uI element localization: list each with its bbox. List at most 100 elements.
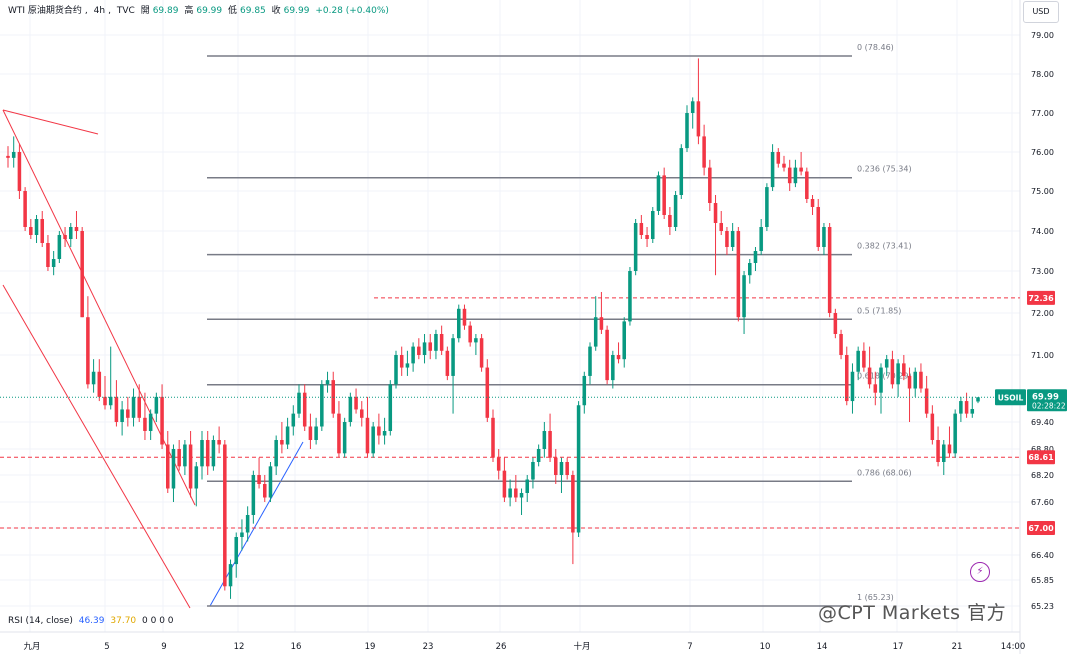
candle-body xyxy=(782,163,786,168)
candle-body xyxy=(770,152,775,188)
fib-level-label: 0.5 (71.85) xyxy=(857,306,901,315)
candle-body xyxy=(645,235,649,239)
candle-body xyxy=(97,371,102,397)
candle-body xyxy=(656,175,661,211)
candle-body xyxy=(890,359,895,385)
x-tick-label: 14 xyxy=(817,642,828,652)
countdown-label: 02:28:22 xyxy=(1032,401,1066,410)
candle-body xyxy=(143,417,147,431)
candle-body xyxy=(759,227,763,251)
candle-body xyxy=(816,207,821,247)
interval[interactable]: 4h xyxy=(93,6,106,16)
fib-level-label: 0.236 (75.34) xyxy=(857,165,912,174)
candle-body xyxy=(628,271,632,322)
candle-body xyxy=(217,440,221,445)
candle-body xyxy=(262,484,267,498)
candle-body xyxy=(964,401,969,414)
candle-body xyxy=(411,346,415,364)
candle-body xyxy=(91,371,96,385)
candle-body xyxy=(690,101,695,113)
y-tick-label: 67.60 xyxy=(1031,498,1054,507)
candle-body xyxy=(742,275,746,318)
candle-body xyxy=(194,466,199,489)
candle-body xyxy=(251,475,256,515)
candle-body xyxy=(525,479,530,493)
candle-body xyxy=(240,532,244,537)
candle-body xyxy=(103,396,107,406)
candle-body xyxy=(622,321,627,360)
candle-body xyxy=(553,457,558,475)
candle-body xyxy=(787,167,792,184)
candle-body xyxy=(211,440,216,467)
candle-body xyxy=(884,359,889,368)
candle-body xyxy=(514,488,518,498)
candle-body xyxy=(165,444,170,489)
x-tick-label: 十月 xyxy=(573,641,590,652)
candle-body xyxy=(291,413,296,427)
y-tick-label: 74.00 xyxy=(1031,227,1054,236)
open-value: 69.89 xyxy=(152,6,179,16)
y-tick-label: 68.20 xyxy=(1031,471,1054,480)
candle-body xyxy=(907,375,912,389)
close-value: 69.99 xyxy=(283,6,310,16)
price-tag xyxy=(1027,290,1055,305)
candle-body xyxy=(559,462,564,475)
candle-body xyxy=(474,338,478,343)
candle-body xyxy=(325,380,330,385)
candle-body xyxy=(702,136,706,168)
candle-body xyxy=(314,426,318,440)
candle-body xyxy=(924,388,929,414)
low-value: 69.85 xyxy=(240,6,266,16)
candle-body xyxy=(257,475,261,484)
candle-body xyxy=(365,417,370,454)
candle-body xyxy=(439,334,444,351)
candle-body xyxy=(63,235,67,239)
candle-body xyxy=(399,355,404,368)
close-label: 收 xyxy=(271,6,281,16)
x-tick-label: 14:00 xyxy=(1001,642,1026,652)
y-tick-label: 71.00 xyxy=(1031,351,1054,360)
candle-body xyxy=(445,350,450,376)
rsi-label[interactable]: RSI (14, close) xyxy=(8,616,73,626)
candle-body xyxy=(68,227,73,239)
lightning-icon[interactable]: ⚡ xyxy=(970,562,990,582)
candle-body xyxy=(354,396,358,410)
price-tag xyxy=(1027,450,1055,465)
candle-body xyxy=(719,223,724,231)
candle-body xyxy=(462,308,467,326)
y-tick-label: 78.00 xyxy=(1031,70,1054,79)
candle-body xyxy=(531,462,535,480)
candle-body xyxy=(126,409,130,418)
candle-body xyxy=(947,444,952,454)
candle-body xyxy=(805,171,809,199)
x-tick-label: 21 xyxy=(952,642,963,652)
candle-body xyxy=(6,155,10,158)
candle-body xyxy=(502,470,507,498)
fib-level-label: 0.382 (73.41) xyxy=(857,242,912,251)
y-tick-label: 79.00 xyxy=(1031,31,1054,40)
candle-body xyxy=(223,444,227,587)
x-tick-label: 26 xyxy=(496,642,507,652)
candle-body xyxy=(405,363,410,368)
candle-body xyxy=(86,317,90,385)
candle-body xyxy=(696,101,701,137)
candle-body xyxy=(285,426,290,445)
symbol-name[interactable]: WTI 原油期货合约 xyxy=(8,6,82,16)
candle-body xyxy=(959,401,963,414)
candle-body xyxy=(799,167,803,172)
candle-body xyxy=(713,203,718,223)
price-tag xyxy=(1027,521,1055,535)
candle-body xyxy=(359,409,364,418)
x-tick-label: 23 xyxy=(423,642,434,652)
candle-body xyxy=(234,537,239,565)
x-tick-label: 12 xyxy=(234,642,245,652)
currency-button[interactable]: USD xyxy=(1023,1,1059,23)
candle-body xyxy=(29,227,33,235)
candle-body xyxy=(776,152,781,164)
candle-body xyxy=(508,488,512,498)
candle-body xyxy=(611,355,615,381)
candle-body xyxy=(80,231,84,318)
candle-body xyxy=(765,187,769,227)
candle-body xyxy=(747,263,752,276)
